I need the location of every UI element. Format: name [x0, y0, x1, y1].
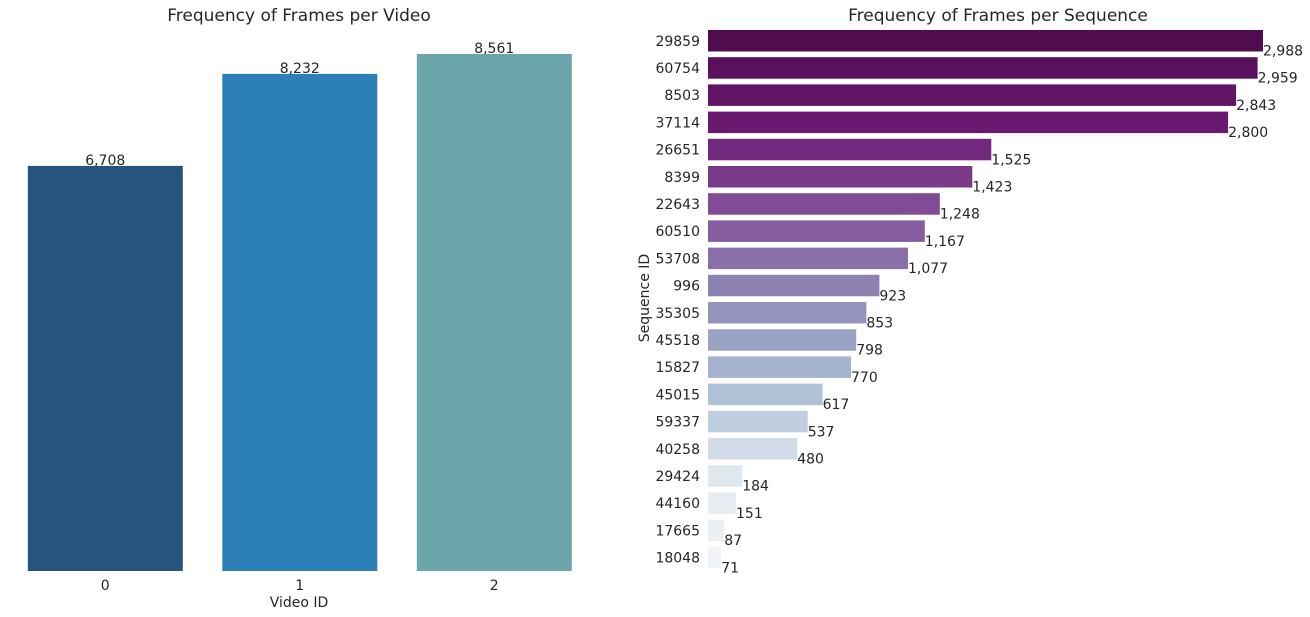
- bar: [708, 329, 857, 351]
- x-axis-label: Video ID: [270, 595, 329, 611]
- bar-value-label: 71: [721, 560, 739, 576]
- bar-value-label: 184: [742, 479, 769, 495]
- y-tick-label: 15827: [655, 360, 700, 376]
- y-tick-label: 26651: [655, 143, 700, 159]
- y-tick-label: 44160: [655, 496, 700, 512]
- bar: [708, 546, 722, 569]
- y-tick-label: 29424: [655, 469, 700, 485]
- bar-value-label: 1,077: [908, 261, 948, 277]
- bar-value-label: 1,423: [972, 180, 1012, 196]
- bar-value-label: 1,248: [940, 207, 980, 223]
- y-tick-labels: 29859 60754 8503 37114 26651 8399 22643 60510 53…: [655, 34, 700, 567]
- bar-value-label: 8,232: [280, 61, 320, 77]
- bar: [708, 138, 992, 161]
- y-tick-label: 18048: [655, 551, 700, 567]
- data-labels: 6,708 8,232 8,561: [85, 41, 514, 169]
- bar: [708, 193, 940, 215]
- y-tick-label: 45518: [655, 333, 700, 349]
- y-tick-label: 37114: [655, 115, 700, 131]
- y-tick-label: 8399: [664, 170, 700, 186]
- bar: [708, 166, 973, 188]
- bar-value-label: 480: [797, 452, 824, 468]
- bar: [708, 57, 1258, 79]
- y-tick-label: 996: [673, 279, 700, 295]
- bar: [708, 383, 823, 406]
- bar-value-label: 617: [823, 397, 850, 413]
- bar: [708, 519, 725, 542]
- bar-group: [708, 30, 1263, 569]
- bar: [708, 247, 908, 270]
- bar-value-label: 87: [724, 533, 742, 549]
- bar: [708, 220, 925, 242]
- chart-title: Frequency of Frames per Sequence: [848, 6, 1148, 26]
- bar-value-label: 853: [866, 316, 893, 332]
- bar-value-label: 798: [856, 343, 883, 359]
- y-tick-label: 60510: [655, 224, 700, 240]
- bar-value-label: 6,708: [85, 153, 125, 169]
- x-tick-label: 2: [490, 578, 499, 594]
- y-tick-label: 8503: [664, 88, 700, 104]
- bar: [708, 111, 1229, 134]
- x-tick-label: 1: [295, 578, 304, 594]
- bar: [416, 54, 572, 571]
- bar-value-label: 537: [808, 424, 835, 440]
- bar: [708, 30, 1263, 52]
- bar: [708, 410, 808, 433]
- bar-value-label: 1,525: [991, 152, 1031, 168]
- bar-value-label: 2,988: [1263, 44, 1303, 60]
- bar: [27, 165, 183, 571]
- y-tick-label: 45015: [655, 387, 700, 403]
- bar: [708, 438, 798, 460]
- y-tick-label: 29859: [655, 34, 700, 50]
- data-labels: 2,988 2,959 2,843 2,800 1,525 1,423 1,248 1,167…: [721, 44, 1303, 577]
- bar-value-label: 770: [851, 370, 878, 386]
- bar-value-label: 151: [736, 506, 763, 522]
- y-tick-label: 59337: [655, 415, 700, 431]
- bar-value-label: 923: [879, 288, 906, 304]
- bar: [708, 356, 851, 378]
- y-tick-label: 60754: [655, 61, 700, 77]
- bar: [708, 492, 736, 514]
- x-tick-labels: 0 1 2: [101, 578, 499, 594]
- bar-value-label: 1,167: [925, 234, 965, 250]
- bar: [708, 302, 867, 324]
- video-bar-chart: Frequency of Frames per Video 0 1 2 6,708 8…: [27, 6, 572, 611]
- bar-value-label: 8,561: [474, 41, 514, 57]
- bar-value-label: 2,800: [1228, 125, 1268, 141]
- y-tick-label: 17665: [655, 523, 700, 539]
- bar-value-label: 2,959: [1258, 71, 1298, 87]
- y-tick-label: 40258: [655, 442, 700, 458]
- bar-value-label: 2,843: [1236, 98, 1276, 114]
- chart-title: Frequency of Frames per Video: [167, 6, 431, 26]
- bar: [222, 73, 378, 572]
- y-tick-label: 35305: [655, 306, 700, 322]
- x-tick-label: 0: [101, 578, 110, 594]
- bar: [708, 465, 743, 487]
- bar: [708, 84, 1237, 106]
- bar-group: [27, 54, 572, 572]
- bar: [708, 274, 880, 297]
- y-tick-label: 22643: [655, 197, 700, 213]
- y-tick-label: 53708: [655, 251, 700, 267]
